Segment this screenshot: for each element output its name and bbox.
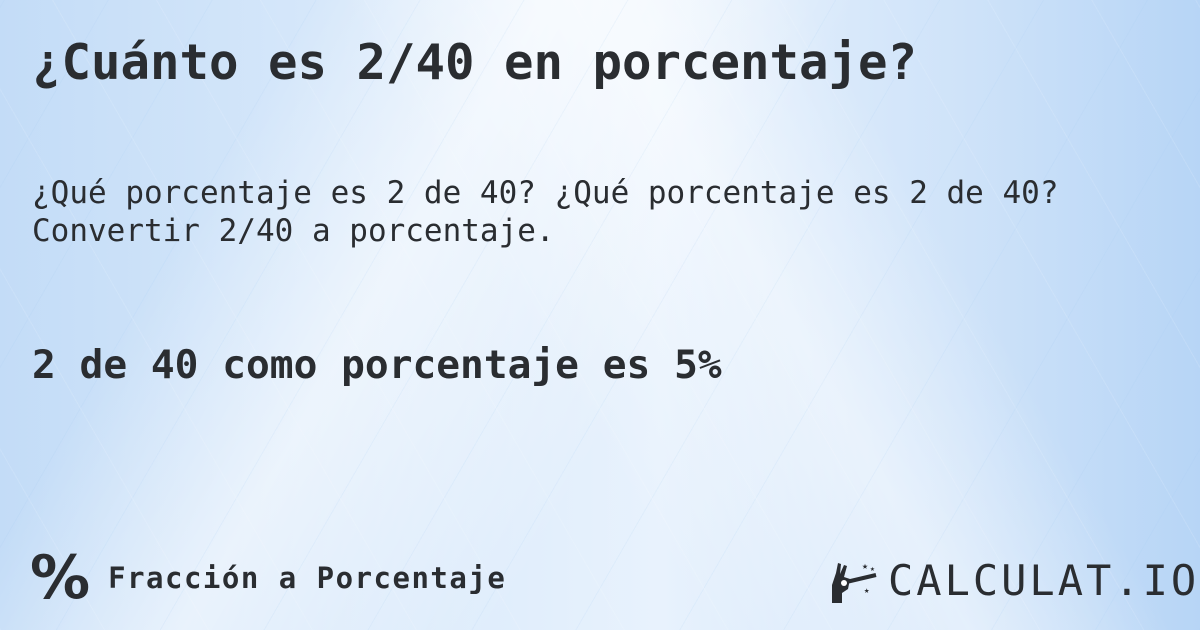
- logo: ★ ★ ★ CALCULAT.IO: [828, 556, 1199, 605]
- percent-icon: %: [30, 543, 91, 613]
- page-title: ¿Cuánto es 2/40 en porcentaje?: [32, 34, 918, 91]
- description: ¿Qué porcentaje es 2 de 40? ¿Qué porcent…: [32, 175, 1059, 249]
- result-text: 2 de 40 como porcentaje es 5%: [32, 342, 722, 388]
- category: % Fracción a Porcentaje: [30, 548, 506, 608]
- svg-text:★: ★: [870, 564, 875, 573]
- svg-text:★: ★: [862, 561, 868, 572]
- logo-text: CALCULAT.IO: [888, 556, 1200, 605]
- category-label: Fracción a Porcentaje: [108, 561, 507, 595]
- svg-text:★: ★: [864, 586, 870, 596]
- magic-hand-wand-icon: ★ ★ ★: [832, 561, 877, 603]
